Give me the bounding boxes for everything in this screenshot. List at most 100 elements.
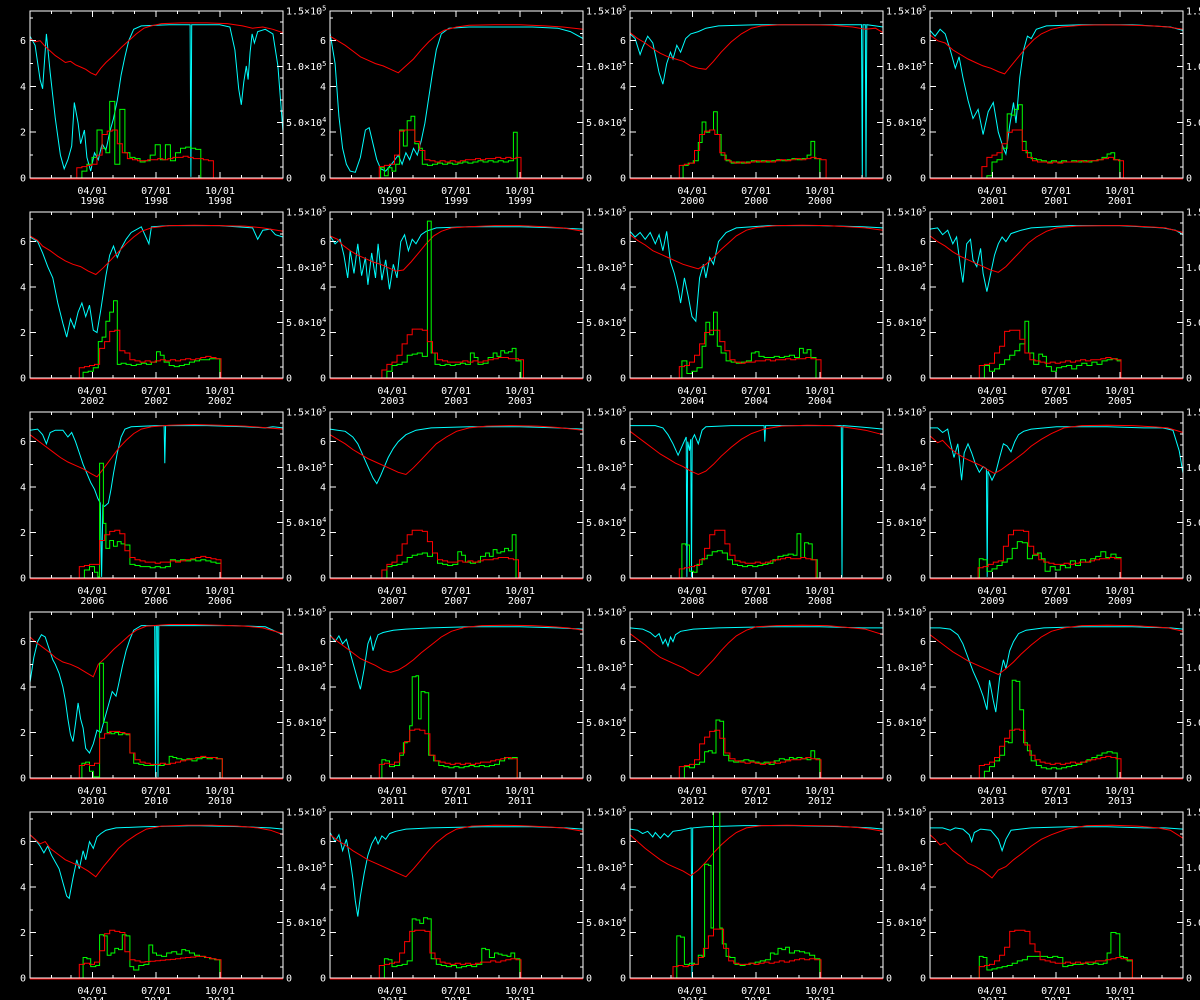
- right-axis-tick-label: 5.0×104: [886, 516, 926, 529]
- x-axis-date-label: 04/01: [377, 586, 407, 597]
- right-axis-tick-label: 0: [586, 574, 592, 585]
- left-axis-tick-label: 0: [20, 574, 26, 585]
- green-histogram: [386, 534, 521, 579]
- left-axis-tick-label: 6: [20, 36, 26, 47]
- x-axis-date-label: 04/01: [377, 186, 407, 197]
- right-axis-tick-label: 1.0×105: [286, 461, 326, 474]
- right-axis-tick-label: 1.5×105: [1186, 206, 1200, 219]
- left-axis-tick-label: 4: [920, 483, 926, 494]
- left-axis-tick-label: 6: [320, 837, 326, 848]
- plot-frame: [929, 611, 1184, 779]
- left-axis-tick-label: 6: [320, 437, 326, 448]
- x-axis-year-label: 2017: [980, 996, 1004, 1000]
- x-axis-year-label: 2010: [144, 796, 168, 807]
- x-axis-year-label: 2001: [1044, 196, 1068, 207]
- green-histogram: [986, 104, 1125, 179]
- green-histogram: [978, 541, 1127, 579]
- left-axis-tick-label: 6: [920, 837, 926, 848]
- plot-frame: [629, 211, 884, 379]
- right-axis-tick-label: 1.0×105: [586, 461, 626, 474]
- right-axis-tick-label: 1.0×105: [1186, 661, 1200, 674]
- right-axis-tick-label: 1.5×105: [886, 806, 926, 819]
- x-axis-year-label: 2004: [680, 396, 704, 407]
- cyan-series-line: [930, 626, 1184, 713]
- red-series-line: [629, 824, 884, 877]
- x-axis-date-label: 04/01: [977, 786, 1007, 797]
- axis-ticks: [330, 211, 583, 379]
- x-axis-year-label: 2015: [508, 996, 532, 1000]
- x-axis-date-label: 10/01: [1105, 586, 1135, 597]
- x-axis-year-label: 2006: [80, 596, 104, 607]
- x-axis-date-label: 07/01: [1041, 186, 1071, 197]
- cyan-series-line: [929, 24, 1184, 156]
- axis-ticks: [630, 411, 883, 579]
- cyan-series-line: [29, 825, 284, 900]
- plot-frame: [329, 811, 584, 979]
- red-series-line: [329, 225, 584, 272]
- left-axis-tick-label: 2: [620, 128, 626, 139]
- red-series-line: [29, 423, 284, 478]
- x-axis-date-label: 07/01: [1041, 986, 1071, 997]
- x-axis-date-label: 07/01: [1041, 386, 1071, 397]
- left-axis-tick-label: 2: [20, 528, 26, 539]
- x-axis-year-label: 2014: [80, 996, 104, 1000]
- x-axis-year-label: 2001: [980, 196, 1004, 207]
- right-axis-tick-label: 0: [1186, 974, 1192, 985]
- right-axis-tick-label: 0: [1186, 174, 1192, 185]
- x-axis-date-label: 04/01: [77, 186, 107, 197]
- cyan-series-line: [29, 425, 284, 577]
- x-axis-date-label: 04/01: [677, 786, 707, 797]
- left-axis-tick-label: 4: [320, 82, 326, 93]
- left-axis-tick-label: 2: [320, 528, 326, 539]
- right-axis-tick-label: 1.0×105: [1186, 461, 1200, 474]
- left-axis-tick-label: 2: [320, 128, 326, 139]
- x-axis-year-label: 1999: [444, 196, 468, 207]
- red-series-line: [629, 624, 884, 677]
- x-axis-year-label: 2015: [444, 996, 468, 1000]
- right-axis-tick-label: 5.0×104: [286, 116, 326, 129]
- x-axis-year-label: 1998: [80, 196, 104, 207]
- x-axis-year-label: 2003: [444, 396, 468, 407]
- left-axis-tick-label: 0: [920, 974, 926, 985]
- left-axis-tick-label: 6: [20, 837, 26, 848]
- left-axis-tick-label: 6: [620, 837, 626, 848]
- right-axis-tick-label: 1.5×105: [586, 5, 626, 18]
- x-axis-date-label: 10/01: [1105, 186, 1135, 197]
- left-axis-tick-label: 0: [20, 774, 26, 785]
- x-axis-year-label: 2015: [380, 996, 404, 1000]
- green-histogram: [81, 662, 228, 779]
- x-axis-year-label: 2012: [744, 796, 768, 807]
- x-axis-date-label: 04/01: [677, 586, 707, 597]
- right-axis-tick-label: 5.0×104: [1186, 916, 1200, 929]
- plot-frame: [929, 411, 1184, 579]
- left-axis-tick-label: 4: [20, 283, 26, 294]
- x-axis-date-label: 07/01: [441, 786, 471, 797]
- x-axis-year-label: 2005: [1044, 396, 1068, 407]
- x-axis-date-label: 04/01: [977, 586, 1007, 597]
- x-axis-year-label: 2002: [80, 396, 104, 407]
- x-axis-date-label: 10/01: [505, 186, 535, 197]
- x-axis-date-label: 10/01: [505, 786, 535, 797]
- red-series-line: [329, 824, 584, 878]
- right-axis-tick-label: 1.0×105: [286, 60, 326, 73]
- right-axis-tick-label: 5.0×104: [586, 316, 626, 329]
- left-axis-tick-label: 0: [320, 574, 326, 585]
- x-axis-year-label: 2017: [1044, 996, 1068, 1000]
- right-axis-tick-label: 0: [286, 574, 292, 585]
- right-axis-tick-label: 5.0×104: [586, 716, 626, 729]
- red-series-line: [329, 24, 584, 74]
- green-histogram: [383, 917, 525, 979]
- left-axis-tick-label: 4: [20, 883, 26, 894]
- green-histogram: [682, 111, 825, 179]
- left-axis-tick-label: 0: [620, 974, 626, 985]
- right-axis-tick-label: 1.5×105: [886, 606, 926, 619]
- right-axis-tick-label: 1.0×105: [1186, 60, 1200, 73]
- right-axis-tick-label: 1.0×105: [886, 861, 926, 874]
- right-axis-tick-label: 1.5×105: [1186, 406, 1200, 419]
- x-axis-year-label: 2016: [680, 996, 704, 1000]
- x-axis-date-label: 04/01: [377, 786, 407, 797]
- right-axis-tick-label: 5.0×104: [1186, 716, 1200, 729]
- left-axis-tick-label: 0: [920, 774, 926, 785]
- left-axis-tick-label: 4: [920, 683, 926, 694]
- left-axis-tick-label: 6: [620, 237, 626, 248]
